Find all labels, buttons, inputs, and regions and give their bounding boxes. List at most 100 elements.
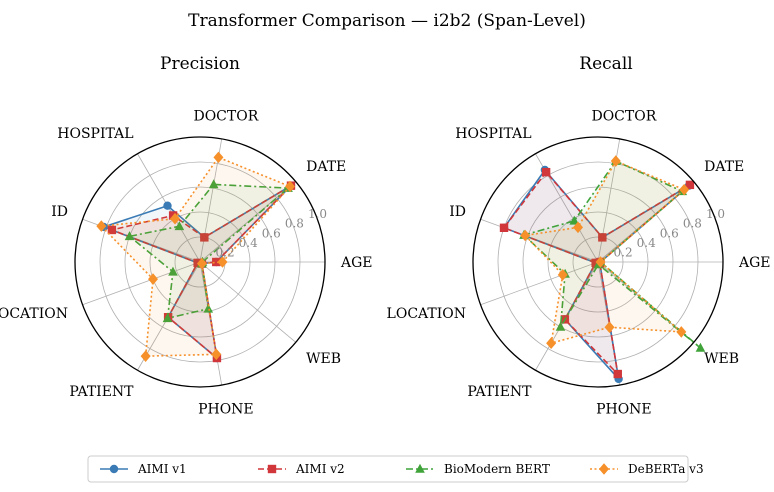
data-point-web xyxy=(676,326,687,338)
grid-spoke xyxy=(199,261,297,343)
category-label-hospital: HOSPITAL xyxy=(57,126,133,142)
radial-tick-label: 0.6 xyxy=(660,226,679,240)
series-line xyxy=(111,184,292,359)
radial-tick-label: 1.0 xyxy=(308,207,327,221)
legend-item-aimi-v2: AIMI v2 xyxy=(258,462,345,476)
polar-frame xyxy=(472,136,724,388)
radial-tick-label: 0.2 xyxy=(216,245,235,259)
legend-item-deberta-v3: DeBERTa v3 xyxy=(590,462,704,476)
recall-chart-title: Recall xyxy=(579,54,632,74)
series-deberta-v3 xyxy=(96,151,296,362)
radial-tick-label: 1.0 xyxy=(706,207,725,221)
category-label-patient: PATIENT xyxy=(467,384,532,400)
category-label-doctor: DOCTOR xyxy=(591,108,656,124)
series-fill xyxy=(111,185,291,359)
data-point-doctor xyxy=(598,233,607,242)
data-point-id xyxy=(124,231,135,241)
category-label-location: LOCATION xyxy=(0,306,68,322)
data-point-phone xyxy=(203,303,214,313)
legend-box xyxy=(87,455,689,483)
radial-tick-label: 0.4 xyxy=(637,236,656,250)
category-label-age: AGE xyxy=(340,255,373,271)
category-label-id: ID xyxy=(449,204,466,220)
series-fill xyxy=(504,172,690,375)
radial-tick-label: 0.8 xyxy=(285,217,304,231)
data-point-date xyxy=(285,180,296,193)
data-point-phone xyxy=(613,369,622,379)
radial-tick-label: 0.4 xyxy=(239,236,258,250)
data-point-patient xyxy=(555,321,566,331)
series-line xyxy=(523,160,702,349)
data-point-hospital xyxy=(174,221,185,231)
recall-radar: 0.2 0.4 0.6 0.8 1.0 AGE DATE DOCTOR HOSPITAL ID LO… xyxy=(387,108,771,417)
data-point-hospital xyxy=(573,221,583,234)
data-point-patient xyxy=(140,350,151,362)
data-point-doctor xyxy=(213,151,224,164)
series-fill xyxy=(504,169,689,379)
category-label-date: DATE xyxy=(306,159,346,175)
data-point-hospital xyxy=(541,167,551,177)
category-label-patient: PATIENT xyxy=(69,384,134,400)
series-line xyxy=(100,156,291,357)
data-point-phone xyxy=(604,321,615,334)
legend-item-biomodern-bert: BioModern BERT xyxy=(406,462,550,476)
series-fill xyxy=(524,161,701,348)
data-point-hospital xyxy=(163,201,172,210)
radial-tick-label: 0.6 xyxy=(262,226,281,240)
data-point-phone xyxy=(211,348,222,361)
data-point-location xyxy=(591,258,600,268)
category-label-age: AGE xyxy=(738,255,771,271)
series-line xyxy=(503,171,691,375)
data-point-doctor xyxy=(208,179,219,189)
series-line xyxy=(128,183,289,320)
category-label-phone: PHONE xyxy=(596,402,652,418)
data-point-id xyxy=(96,220,107,232)
data-point-age xyxy=(212,257,221,267)
legend-marker xyxy=(599,463,609,475)
data-point-id xyxy=(499,223,509,232)
precision-chart-title: Precision xyxy=(160,54,240,74)
data-point-age xyxy=(595,256,606,268)
category-label-id: ID xyxy=(51,204,68,220)
data-point-web xyxy=(695,342,706,352)
data-point-doctor xyxy=(200,233,209,242)
series-fill xyxy=(129,184,289,319)
data-point-age xyxy=(217,256,228,268)
grid-spoke xyxy=(82,261,201,306)
data-point-id xyxy=(520,229,531,242)
data-point-patient xyxy=(546,337,557,349)
category-label-date: DATE xyxy=(704,159,744,175)
data-point-patient xyxy=(162,313,173,323)
precision-radar: 0.2 0.4 0.6 0.8 1.0 AGE DATE DOCTOR HOSPITAL ID LO… xyxy=(0,108,373,417)
category-label-location: LOCATION xyxy=(387,306,466,322)
category-label-doctor: DOCTOR xyxy=(193,108,258,124)
series-deberta-v3 xyxy=(520,155,690,349)
radial-tick-label: 0.8 xyxy=(683,217,702,231)
legend: AIMI v1 AIMI v2 BioModern BERT DeBERTa v3 xyxy=(87,455,704,483)
data-point-location xyxy=(148,273,159,285)
category-label-hospital: HOSPITAL xyxy=(455,126,531,142)
data-point-location xyxy=(168,266,178,276)
series-fill xyxy=(103,185,291,359)
category-label-web: WEB xyxy=(704,351,739,367)
legend-marker xyxy=(109,464,119,474)
legend-label: DeBERTa v3 xyxy=(628,462,704,476)
series-fill xyxy=(525,161,685,344)
legend-label: AIMI v1 xyxy=(137,462,187,476)
legend-label: AIMI v2 xyxy=(295,462,345,476)
legend-marker xyxy=(415,463,425,473)
category-label-phone: PHONE xyxy=(198,402,254,418)
legend-item-aimi-v1: AIMI v1 xyxy=(100,462,187,476)
series-fill xyxy=(101,157,291,357)
data-point-hospital xyxy=(569,215,580,225)
legend-marker xyxy=(267,464,277,474)
data-point-location xyxy=(557,269,568,281)
figure-title: Transformer Comparison — i2b2 (Span-Leve… xyxy=(188,11,586,31)
radial-tick-label: 0.2 xyxy=(614,245,633,259)
grid-spoke xyxy=(480,261,599,306)
data-point-doctor xyxy=(610,155,621,167)
category-label-web: WEB xyxy=(306,351,341,367)
legend-label: BioModern BERT xyxy=(444,462,550,476)
data-point-web xyxy=(196,257,207,270)
